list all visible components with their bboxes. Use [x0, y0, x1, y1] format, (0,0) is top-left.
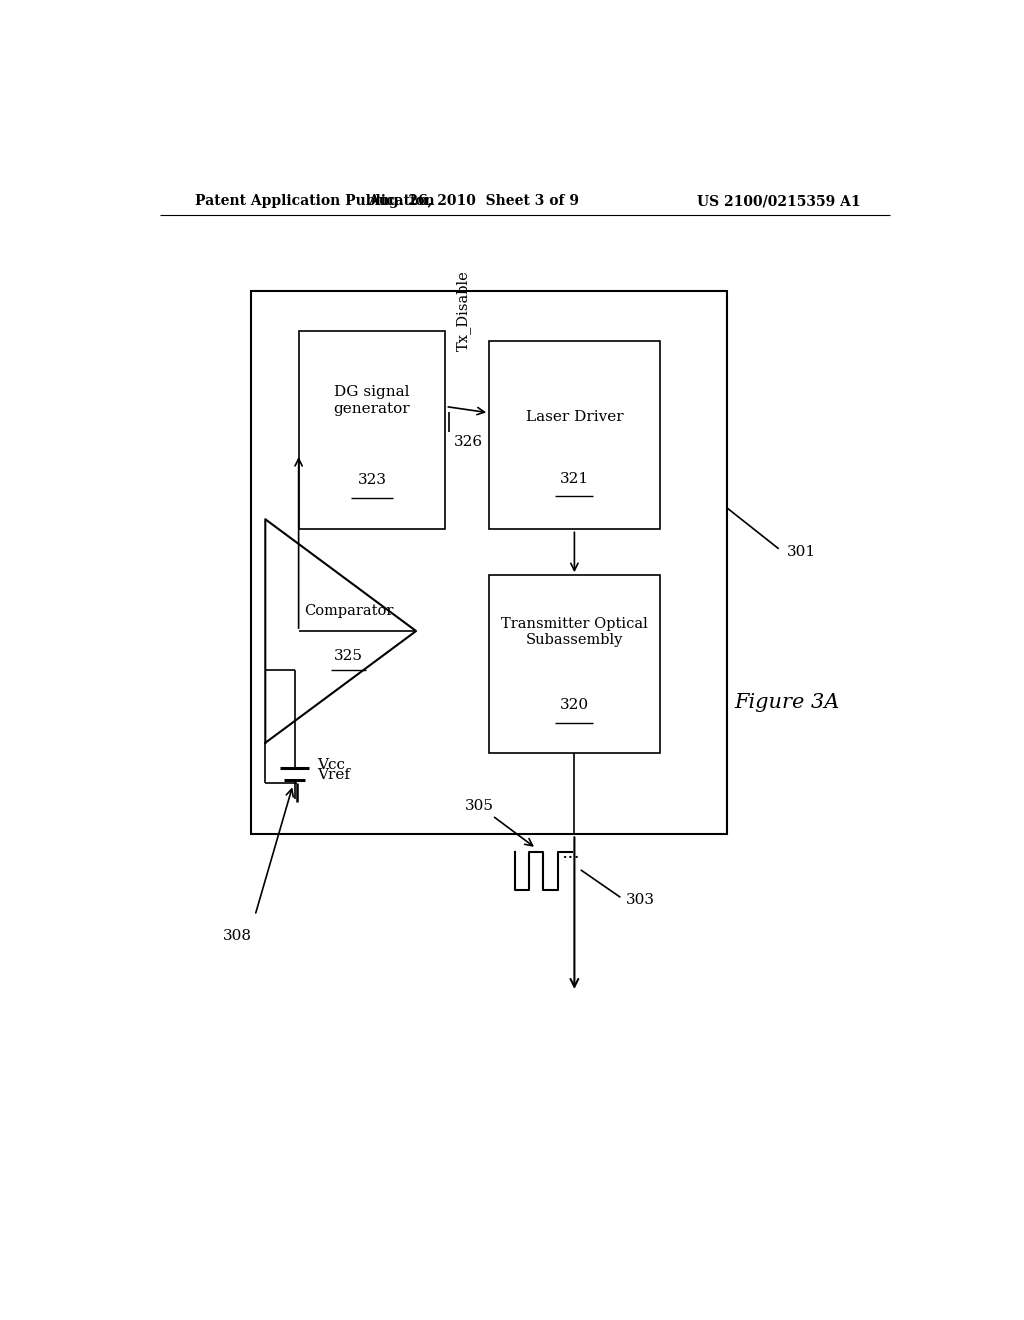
Text: 326: 326	[454, 436, 482, 449]
Text: DG signal
generator: DG signal generator	[334, 385, 411, 416]
Text: 323: 323	[357, 473, 386, 487]
Text: 301: 301	[786, 545, 816, 558]
Text: Laser Driver: Laser Driver	[525, 409, 624, 424]
Bar	[251, 290, 727, 834]
Text: Tx_Disable: Tx_Disable	[457, 269, 471, 351]
Text: 305: 305	[465, 799, 532, 846]
Bar	[299, 331, 445, 529]
Text: Vref: Vref	[316, 768, 350, 783]
Text: 303: 303	[626, 894, 655, 907]
Bar	[489, 576, 659, 752]
Text: ...: ...	[561, 843, 580, 862]
Text: Figure 3A: Figure 3A	[734, 693, 840, 711]
Text: US 2100/0215359 A1: US 2100/0215359 A1	[697, 194, 860, 209]
Text: Aug. 26, 2010  Sheet 3 of 9: Aug. 26, 2010 Sheet 3 of 9	[368, 194, 579, 209]
Text: 321: 321	[560, 471, 589, 486]
Text: 308: 308	[223, 929, 252, 942]
Text: Comparator: Comparator	[304, 603, 393, 618]
Text: Patent Application Publication: Patent Application Publication	[196, 194, 435, 209]
Bar	[489, 342, 659, 529]
Text: Vcc: Vcc	[316, 758, 345, 772]
Text: 320: 320	[560, 698, 589, 711]
Text: 325: 325	[334, 649, 364, 664]
Text: Transmitter Optical
Subassembly: Transmitter Optical Subassembly	[501, 616, 648, 647]
